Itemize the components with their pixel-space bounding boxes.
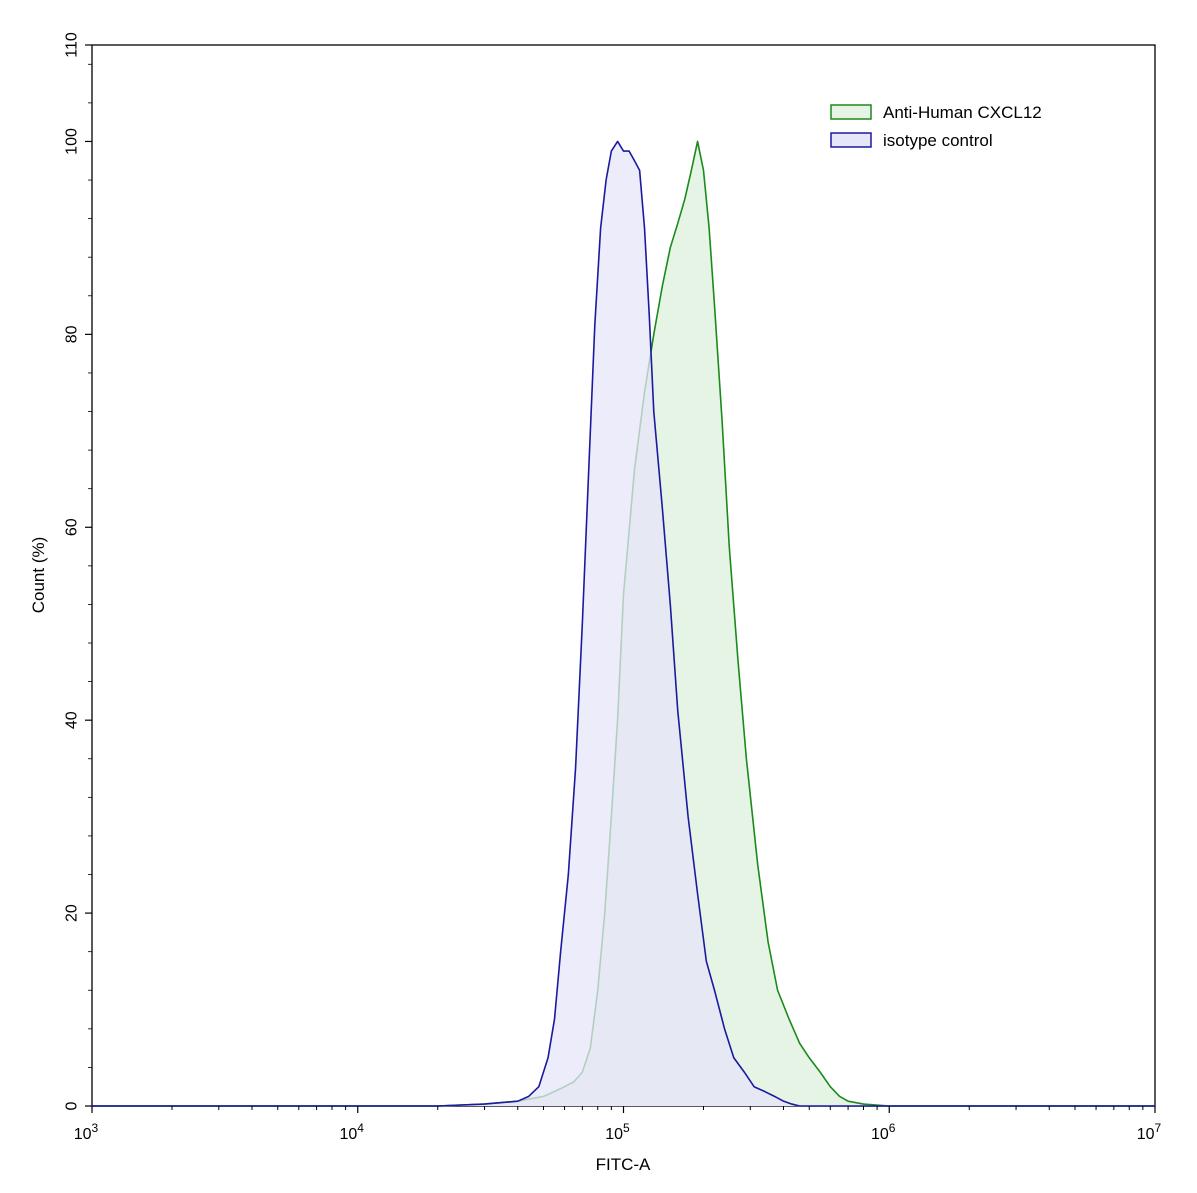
series-line-1 [92,140,1155,1107]
y-tick-label: 110 [64,32,81,58]
series-layer [92,140,1155,1107]
x-tick-label: 106 [871,1121,896,1143]
y-tick-label: 80 [64,325,81,343]
y-tick-label: 20 [64,904,81,922]
y-axis-title: Count (%) [29,537,48,614]
y-tick-label: 40 [64,711,81,729]
x-tick-label: 103 [74,1121,99,1143]
legend-swatch [830,132,872,148]
legend: Anti-Human CXCL12 isotype control [830,103,1042,150]
y-tick-label: 0 [64,1101,81,1110]
x-tick-label: 104 [340,1121,365,1143]
x-axis-title: FITC-A [596,1155,651,1174]
legend-label: isotype control [883,131,993,150]
axis-layer: 103 104 105 106 107 0 20 40 60 80 100 110 [64,32,1162,1143]
y-tick-label: 100 [64,128,81,155]
y-tick-label: 60 [64,518,81,536]
series-area-1 [92,141,1155,1106]
legend-swatch [830,104,872,120]
x-tick-label: 107 [1137,1121,1162,1143]
x-tick-label: 105 [605,1121,630,1143]
legend-label: Anti-Human CXCL12 [883,103,1042,122]
